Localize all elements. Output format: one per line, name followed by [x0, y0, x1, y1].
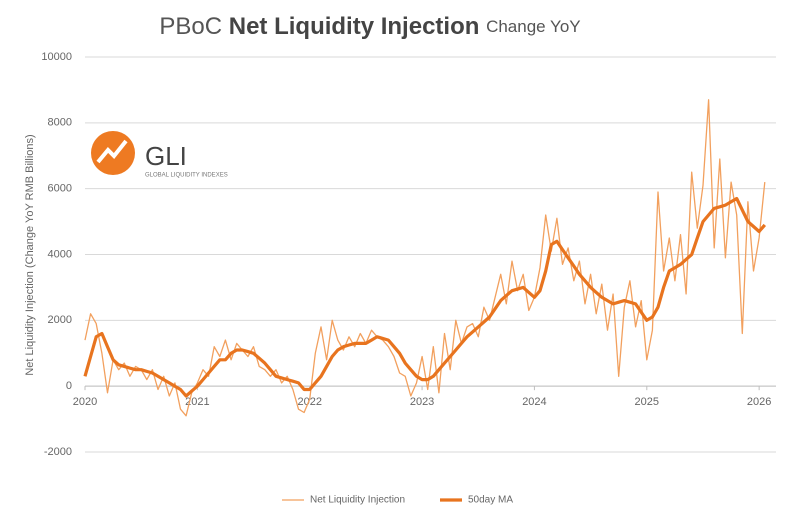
legend-label: Net Liquidity Injection	[310, 495, 405, 506]
y-tick-label: 0	[66, 380, 72, 392]
x-tick-label: 2023	[410, 396, 434, 408]
x-tick-label: 2020	[73, 396, 97, 408]
y-tick-label: 10000	[41, 51, 72, 63]
chart-title: PBoC Net Liquidity Injection Change YoY	[159, 13, 580, 40]
legend-label: 50day MA	[468, 495, 513, 506]
title-suffix: Change YoY	[486, 17, 581, 36]
series-line	[84, 99, 766, 417]
title-main: Net Liquidity Injection	[229, 13, 480, 40]
x-tick-label: 2021	[185, 396, 209, 408]
x-tick-label: 2026	[747, 396, 771, 408]
title-prefix: PBoC	[159, 13, 222, 40]
logo-arrow	[96, 139, 128, 164]
y-tick-label: 2000	[48, 314, 72, 326]
logo: GLI GLOBAL LIQUIDITY INDEXES	[91, 131, 228, 179]
x-tick-label: 2022	[297, 396, 321, 408]
y-tick-label: 4000	[48, 248, 72, 260]
y-tick-label: -2000	[44, 446, 72, 458]
y-tick-label: 6000	[48, 183, 72, 195]
logo-name: GLI	[145, 141, 187, 171]
x-tick-label: 2025	[635, 396, 659, 408]
y-tick-label: 8000	[48, 117, 72, 129]
series-line	[83, 196, 767, 398]
x-tick-label: 2024	[522, 396, 546, 408]
y-axis-label: Net Liquidity Injection (Change YoY RMB …	[24, 134, 36, 375]
logo-tagline: GLOBAL LIQUIDITY INDEXES	[145, 173, 228, 179]
